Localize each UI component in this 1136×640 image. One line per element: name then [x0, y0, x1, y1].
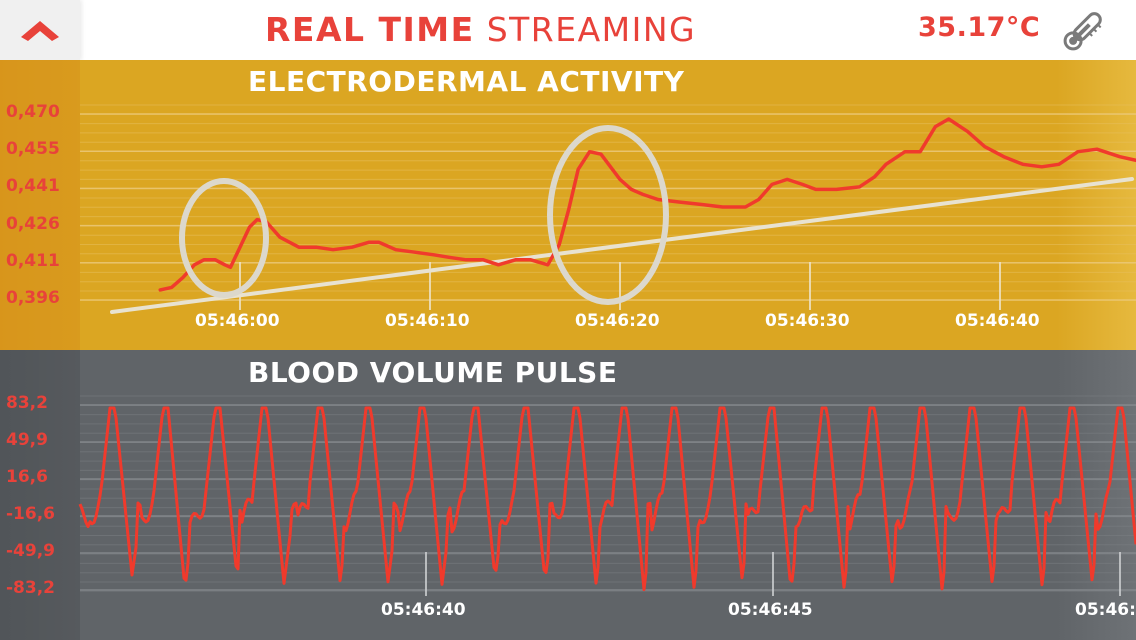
bvp-axis-strip	[0, 350, 80, 640]
bvp-y-tick-label: 49,9	[6, 430, 48, 450]
eda-y-tick-label: 0,470	[6, 102, 60, 122]
eda-highlight-ellipse-2	[547, 125, 669, 305]
bvp-chart	[0, 350, 1136, 640]
bvp-signal-line	[78, 406, 1136, 592]
eda-title: ELECTRODERMAL ACTIVITY	[248, 65, 685, 98]
eda-y-tick-label: 0,441	[6, 176, 60, 197]
eda-trend-line	[110, 177, 1134, 314]
eda-x-tick-label: 05:46:00	[195, 311, 280, 331]
eda-highlight-ellipse-1	[179, 178, 269, 298]
eda-chart	[0, 60, 1136, 350]
bvp-x-tick-label: 05:46:40	[381, 600, 466, 620]
bvp-panel: BLOOD VOLUME PULSE 83,2 49,9 16,6 -16,6 -49,…	[0, 350, 1136, 640]
bvp-y-tick-label: -16,6	[6, 504, 55, 524]
chevron-up-icon	[21, 21, 59, 41]
bvp-y-tick-label: -83,2	[6, 578, 55, 598]
eda-x-tick-label: 05:46:10	[385, 311, 470, 331]
eda-x-tick-label: 05:46:40	[955, 311, 1040, 331]
eda-x-tick-label: 05:46:30	[765, 311, 850, 331]
bvp-y-tick-label: -49,9	[6, 541, 55, 561]
bvp-y-tick-label: 16,6	[6, 467, 48, 487]
eda-y-tick-label: 0,455	[6, 139, 60, 160]
bvp-background	[0, 350, 1136, 640]
eda-y-tick-label: 0,426	[6, 213, 60, 234]
thermometer-button[interactable]	[1058, 6, 1108, 56]
bvp-x-tick-marks	[425, 552, 1121, 596]
temperature-readout: 35.17°C	[918, 12, 1041, 43]
eda-panel: ELECTRODERMAL ACTIVITY 0,470 0,455 0,441 0,…	[0, 60, 1136, 350]
home-button[interactable]	[0, 0, 80, 60]
bvp-x-tick-label: 05:46:	[1075, 600, 1136, 620]
page-title-light: STREAMING	[486, 10, 697, 49]
bvp-y-tick-label: 83,2	[6, 393, 48, 413]
top-bar: REAL TIME STREAMING 35.17°C	[0, 0, 1136, 60]
bvp-title: BLOOD VOLUME PULSE	[248, 356, 618, 389]
thermometer-icon	[1063, 12, 1102, 51]
page-title: REAL TIME STREAMING	[265, 10, 696, 50]
bvp-grid	[80, 395, 1136, 592]
eda-signal-line	[158, 117, 1136, 292]
page-title-bold: REAL TIME	[265, 10, 475, 49]
bvp-x-tick-label: 05:46:45	[728, 600, 813, 620]
eda-y-tick-label: 0,396	[6, 288, 60, 308]
eda-axis-strip	[0, 60, 80, 350]
eda-y-tick-label: 0,411	[6, 250, 60, 271]
eda-x-tick-label: 05:46:20	[575, 311, 660, 331]
